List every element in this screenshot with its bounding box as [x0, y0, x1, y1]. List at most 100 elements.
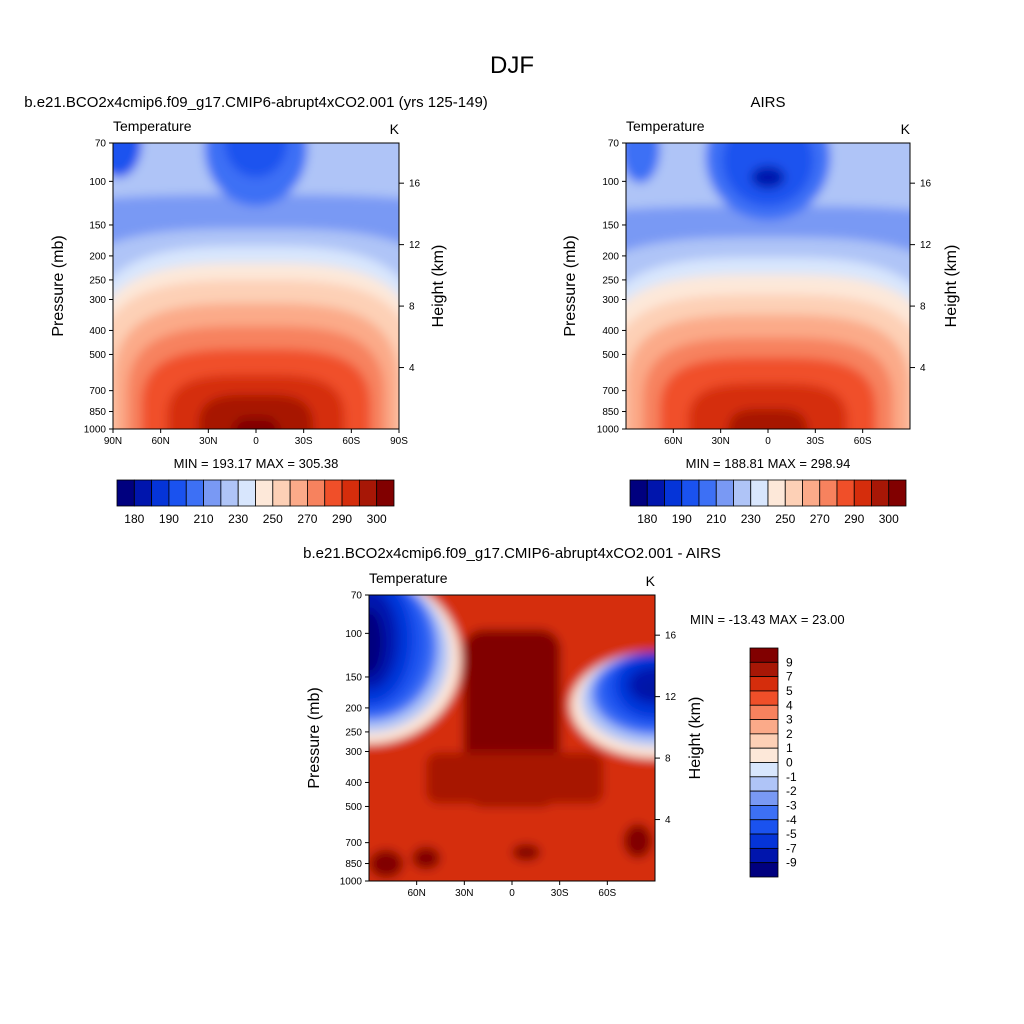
colorbar-swatch	[203, 479, 222, 507]
field-band	[224, 143, 288, 178]
field-band	[750, 165, 786, 189]
units-label: K	[901, 121, 911, 137]
colorbar-label: 230	[741, 512, 761, 526]
y-tick-label: 850	[602, 407, 619, 418]
figure-title: DJF	[490, 52, 534, 79]
colorbar-label: 9	[786, 655, 793, 669]
x-tick-label: 30N	[199, 436, 217, 447]
field-band	[426, 752, 604, 804]
height-axis-label: Height (km)	[943, 245, 960, 328]
x-tick-label: 60S	[598, 888, 616, 899]
height-tick-label: 12	[665, 692, 677, 703]
field-band	[628, 666, 655, 704]
difference-field	[369, 595, 655, 881]
colorbar-swatch	[802, 479, 821, 507]
colorbar-swatch	[168, 479, 187, 507]
x-tick-label: 60S	[854, 436, 872, 447]
colorbar-swatch	[358, 479, 378, 507]
colorbar-swatch	[664, 479, 683, 507]
x-tick-label: 0	[765, 436, 771, 447]
colorbar: 180 190 210 230 250 270 290 300	[629, 479, 907, 526]
colorbar-label: 3	[786, 713, 793, 727]
field-band	[113, 143, 142, 178]
x-tick-label: 60N	[664, 436, 682, 447]
height-tick-label: 12	[920, 240, 932, 251]
field-band	[623, 823, 653, 859]
colorbar-label: 180	[637, 512, 657, 526]
field-band	[411, 846, 441, 870]
colorbar-swatch	[871, 479, 890, 507]
colorbar-swatch	[749, 704, 779, 720]
colorbar-label: 5	[786, 684, 793, 698]
y-tick-label: 150	[89, 220, 106, 231]
field-band	[198, 394, 314, 429]
colorbar-label: 1	[786, 741, 793, 755]
variable-label: Temperature	[369, 570, 448, 586]
colorbar-swatch	[749, 862, 779, 878]
height-axis-label: Height (km)	[687, 697, 704, 780]
y-tick-label: 70	[351, 591, 363, 602]
height-axis-label: Height (km)	[430, 245, 447, 328]
colorbar-swatch	[698, 479, 717, 507]
variable-label: Temperature	[113, 118, 192, 134]
colorbar-swatch	[767, 479, 786, 507]
y-tick-label: 100	[89, 177, 106, 188]
colorbar-swatch	[255, 479, 274, 507]
height-tick-label: 12	[409, 240, 421, 251]
y-tick-label: 200	[345, 703, 362, 714]
colorbar-label: 290	[332, 512, 352, 526]
colorbar-label: 210	[194, 512, 214, 526]
height-tick-label: 16	[920, 179, 932, 190]
y-tick-label: 1000	[340, 877, 363, 888]
y-tick-label: 70	[608, 139, 620, 150]
min-max-stats: MIN = 193.17 MAX = 305.38	[174, 456, 339, 471]
colorbar-swatch	[307, 479, 326, 507]
min-max-stats: MIN = 188.81 MAX = 298.94	[686, 456, 851, 471]
y-tick-label: 1000	[84, 425, 107, 436]
height-tick-label: 16	[409, 179, 421, 190]
y-axis-label: Pressure (mb)	[306, 687, 323, 788]
variable-label: Temperature	[626, 118, 705, 134]
y-tick-label: 1000	[597, 425, 620, 436]
colorbar-swatch	[151, 479, 170, 507]
y-tick-label: 200	[89, 251, 106, 262]
colorbar-swatch	[133, 479, 153, 507]
colorbar-swatch	[749, 719, 779, 735]
panel-title: AIRS	[750, 94, 785, 111]
field-band	[512, 843, 541, 861]
field-band	[369, 849, 404, 879]
colorbar-swatch	[629, 479, 648, 507]
colorbar-label: 7	[786, 670, 793, 684]
y-tick-label: 150	[602, 220, 619, 231]
units-label: K	[390, 121, 400, 137]
y-tick-label: 500	[345, 802, 362, 813]
colorbar-label: 190	[159, 512, 179, 526]
y-axis-label: Pressure (mb)	[562, 235, 579, 336]
height-tick-label: 4	[409, 363, 415, 374]
colorbar-swatch	[784, 479, 803, 507]
colorbar-swatch	[749, 762, 779, 778]
colorbar-label: -7	[786, 841, 797, 855]
y-tick-label: 400	[602, 326, 619, 337]
y-tick-label: 250	[345, 727, 362, 738]
x-tick-label: 30S	[295, 436, 313, 447]
colorbar-label: 4	[786, 698, 793, 712]
y-tick-label: 500	[89, 350, 106, 361]
colorbar: 180 190 210 230 250 270 290 300	[116, 479, 395, 526]
colorbar-swatch	[237, 479, 256, 507]
field-band	[626, 143, 661, 184]
colorbar-label: -4	[786, 813, 797, 827]
colorbar-label: 230	[228, 512, 248, 526]
y-tick-label: 250	[89, 275, 106, 286]
colorbar-label: 300	[367, 512, 387, 526]
height-tick-label: 8	[665, 754, 671, 765]
colorbar-swatch	[749, 790, 779, 806]
colorbar-swatch	[116, 479, 135, 507]
y-tick-label: 70	[95, 139, 107, 150]
x-tick-label: 60N	[151, 436, 169, 447]
colorbar-swatch	[324, 479, 343, 507]
height-tick-label: 4	[665, 815, 671, 826]
x-tick-label: 90N	[104, 436, 122, 447]
